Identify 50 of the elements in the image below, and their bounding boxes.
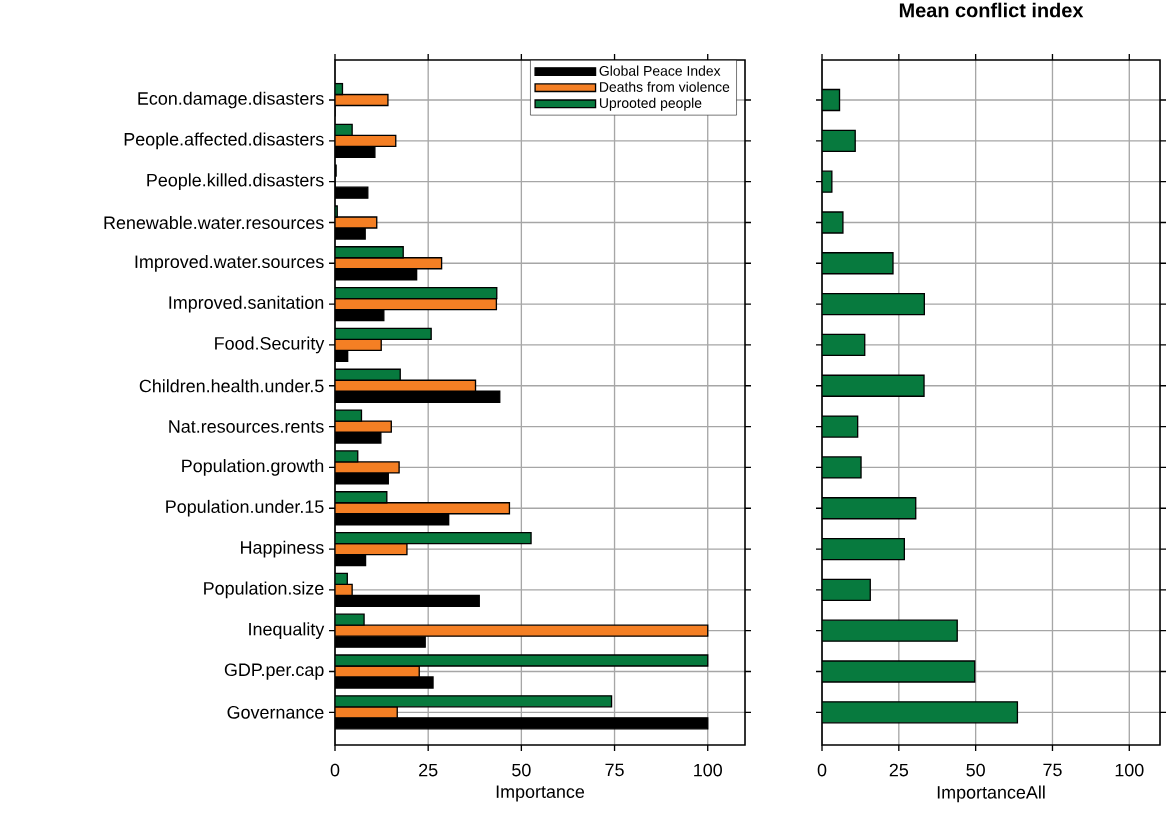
y-tick-label: Happiness	[241, 540, 324, 558]
y-tick-label: Governance	[227, 705, 324, 719]
y-tick-label: Food.Security	[215, 336, 325, 354]
y-tick-label: People.affected.disasters	[124, 132, 324, 150]
x-tick-label: 0	[330, 763, 340, 777]
bar	[822, 619, 958, 642]
bar	[822, 701, 1019, 724]
bar	[335, 502, 511, 515]
x-tick-label: 75	[1043, 763, 1062, 777]
bar	[822, 497, 917, 520]
bar	[335, 257, 443, 270]
x-tick-label: 0	[817, 763, 827, 777]
bar	[335, 624, 709, 637]
y-tick-label: Improved.sanitation	[169, 295, 324, 313]
legend-label: Deaths from violence	[600, 81, 730, 92]
bar	[822, 333, 866, 357]
bar	[822, 578, 871, 602]
y-tick-label: Children.health.under.5	[139, 379, 324, 393]
x-axis-title: ImportanceAll	[937, 785, 1045, 803]
y-tick-label: Inequality	[249, 622, 325, 640]
bar	[335, 286, 498, 300]
x-tick-label: 100	[1115, 763, 1144, 777]
x-axis-title: Importance	[496, 785, 585, 802]
bar	[335, 531, 532, 545]
x-tick-label: 50	[512, 763, 531, 777]
y-tick-label: Population.growth	[182, 459, 324, 476]
bar	[335, 327, 432, 341]
bar	[822, 292, 925, 316]
y-tick-label: Improved.water.sources	[135, 254, 324, 272]
x-tick-label: 75	[605, 763, 624, 777]
bar	[822, 374, 925, 397]
legend-label: Uprooted people	[599, 97, 702, 111]
x-tick-label: 25	[419, 763, 438, 777]
bar	[335, 297, 498, 311]
x-tick-label: 25	[889, 763, 909, 777]
bar	[822, 252, 894, 275]
bar	[335, 379, 477, 392]
y-tick-label: Econ.damage.disasters	[138, 91, 324, 109]
legend-label: Global Peace Index	[599, 65, 721, 76]
bar	[822, 537, 906, 561]
bar	[822, 129, 856, 152]
x-tick-label: 100	[694, 763, 722, 777]
x-tick-label: 50	[966, 763, 985, 777]
chart-title: Mean conflict index	[899, 2, 1084, 18]
y-tick-label: Population.size	[204, 581, 324, 599]
y-tick-label: GDP.per.cap	[224, 663, 324, 680]
y-tick-label: Renewable.water.resources	[104, 215, 324, 230]
y-tick-label: Population.under.15	[166, 499, 324, 517]
y-tick-label: Nat.resources.rents	[169, 420, 324, 433]
y-tick-label: People.killed.disasters	[147, 173, 324, 191]
